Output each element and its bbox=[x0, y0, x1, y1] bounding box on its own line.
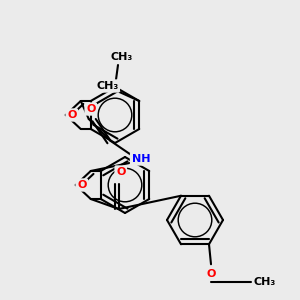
Text: NH: NH bbox=[131, 154, 150, 164]
Text: O: O bbox=[77, 180, 86, 190]
Text: CH₃: CH₃ bbox=[96, 81, 118, 91]
Text: CH₃: CH₃ bbox=[111, 52, 133, 62]
Text: O: O bbox=[206, 269, 216, 279]
Text: O: O bbox=[86, 104, 95, 114]
Text: O: O bbox=[116, 167, 125, 177]
Text: O: O bbox=[67, 110, 76, 120]
Text: CH₃: CH₃ bbox=[254, 277, 276, 287]
